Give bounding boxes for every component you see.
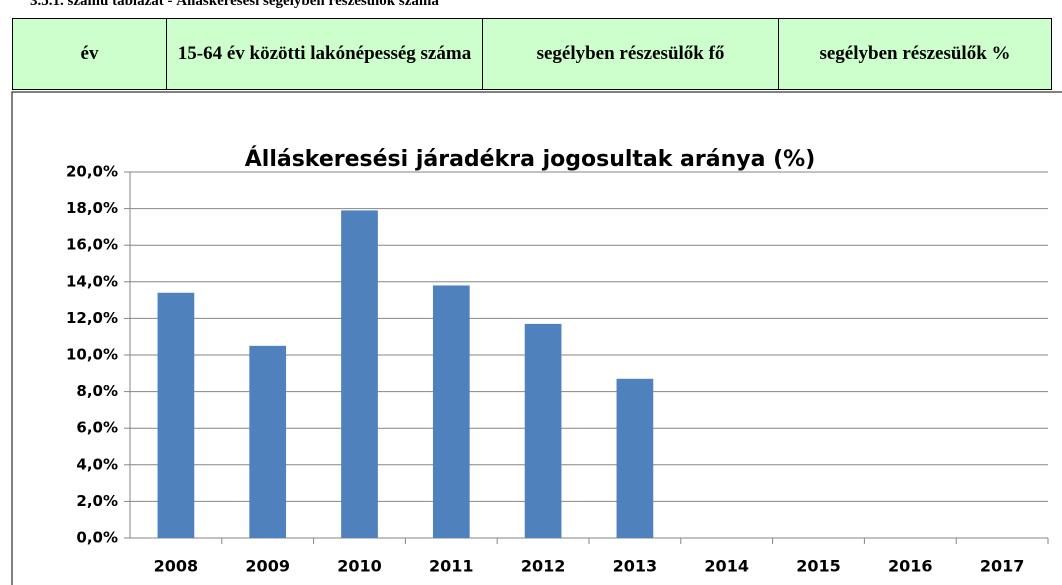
caption: 3.5.1. számú táblázat - Álláskeresési se… — [30, 0, 439, 9]
bar — [524, 323, 562, 538]
bar — [249, 345, 287, 538]
y-tick-label: 2,0% — [76, 492, 118, 510]
y-tick-label: 18,0% — [66, 199, 118, 217]
y-tick-label: 20,0% — [66, 163, 118, 181]
x-tick-label: 2015 — [796, 557, 841, 576]
header-cell: év — [12, 18, 167, 90]
x-tick-label: 2012 — [521, 557, 566, 576]
y-tick-label: 14,0% — [66, 272, 118, 290]
bar — [157, 292, 195, 538]
header-cell: segélyben részesülők % — [778, 18, 1052, 90]
y-tick-label: 16,0% — [66, 236, 118, 254]
table-header: év 15-64 év közötti lakónépesség száma s… — [12, 18, 1052, 90]
y-tick-label: 0,0% — [76, 529, 118, 547]
y-tick-label: 10,0% — [66, 346, 118, 364]
x-tick-label: 2009 — [245, 557, 290, 576]
header-cell: 15-64 év közötti lakónépesség száma — [166, 18, 483, 90]
x-tick-label: 2014 — [704, 557, 749, 576]
bar — [341, 210, 378, 538]
x-tick-label: 2013 — [613, 557, 658, 576]
y-tick-label: 4,0% — [76, 455, 118, 473]
x-tick-label: 2011 — [429, 557, 474, 576]
y-tick-label: 12,0% — [66, 309, 118, 327]
bar — [616, 378, 654, 538]
x-tick-label: 2010 — [337, 557, 382, 576]
x-tick-label: 2008 — [154, 557, 199, 576]
x-tick-label: 2016 — [888, 557, 933, 576]
y-tick-label: 6,0% — [76, 419, 118, 437]
y-tick-label: 8,0% — [76, 382, 118, 400]
x-tick-label: 2017 — [980, 557, 1025, 576]
bar — [432, 285, 470, 538]
header-cell: segélyben részesülők fő — [482, 18, 779, 90]
chart-title: Álláskeresési járadékra jogosultak arány… — [245, 146, 816, 172]
